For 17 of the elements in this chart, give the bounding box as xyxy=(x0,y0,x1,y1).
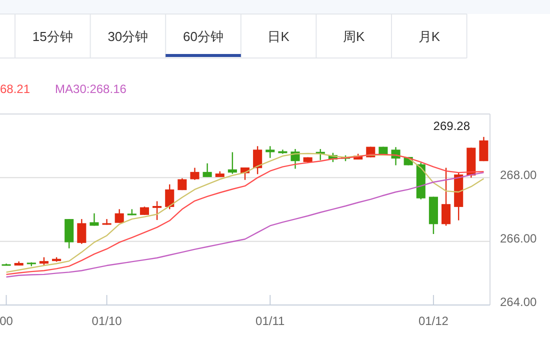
text: MA30:268.16 xyxy=(55,82,127,96)
text: 68.21 xyxy=(0,82,30,96)
tab: 60分钟 xyxy=(166,14,242,58)
x-tick-label: 00 xyxy=(0,314,14,328)
tab: 月K xyxy=(418,14,468,58)
x-tick-label: 01/11 xyxy=(256,314,286,328)
y-tick-label: 268.00 xyxy=(500,168,538,182)
annotation: 269.28 xyxy=(433,119,470,133)
line-series xyxy=(6,172,484,278)
x-tick-label: 01/10 xyxy=(92,314,122,328)
tab: 15分钟 xyxy=(32,14,91,58)
y-tick-label: 264.00 xyxy=(500,295,538,310)
x-tick-label: 01/12 xyxy=(418,314,449,328)
tab: 周K xyxy=(343,14,392,58)
tab: 30分钟 xyxy=(108,14,166,58)
y-tick-label: 266.00 xyxy=(500,232,538,246)
tab: 日K xyxy=(268,14,317,58)
